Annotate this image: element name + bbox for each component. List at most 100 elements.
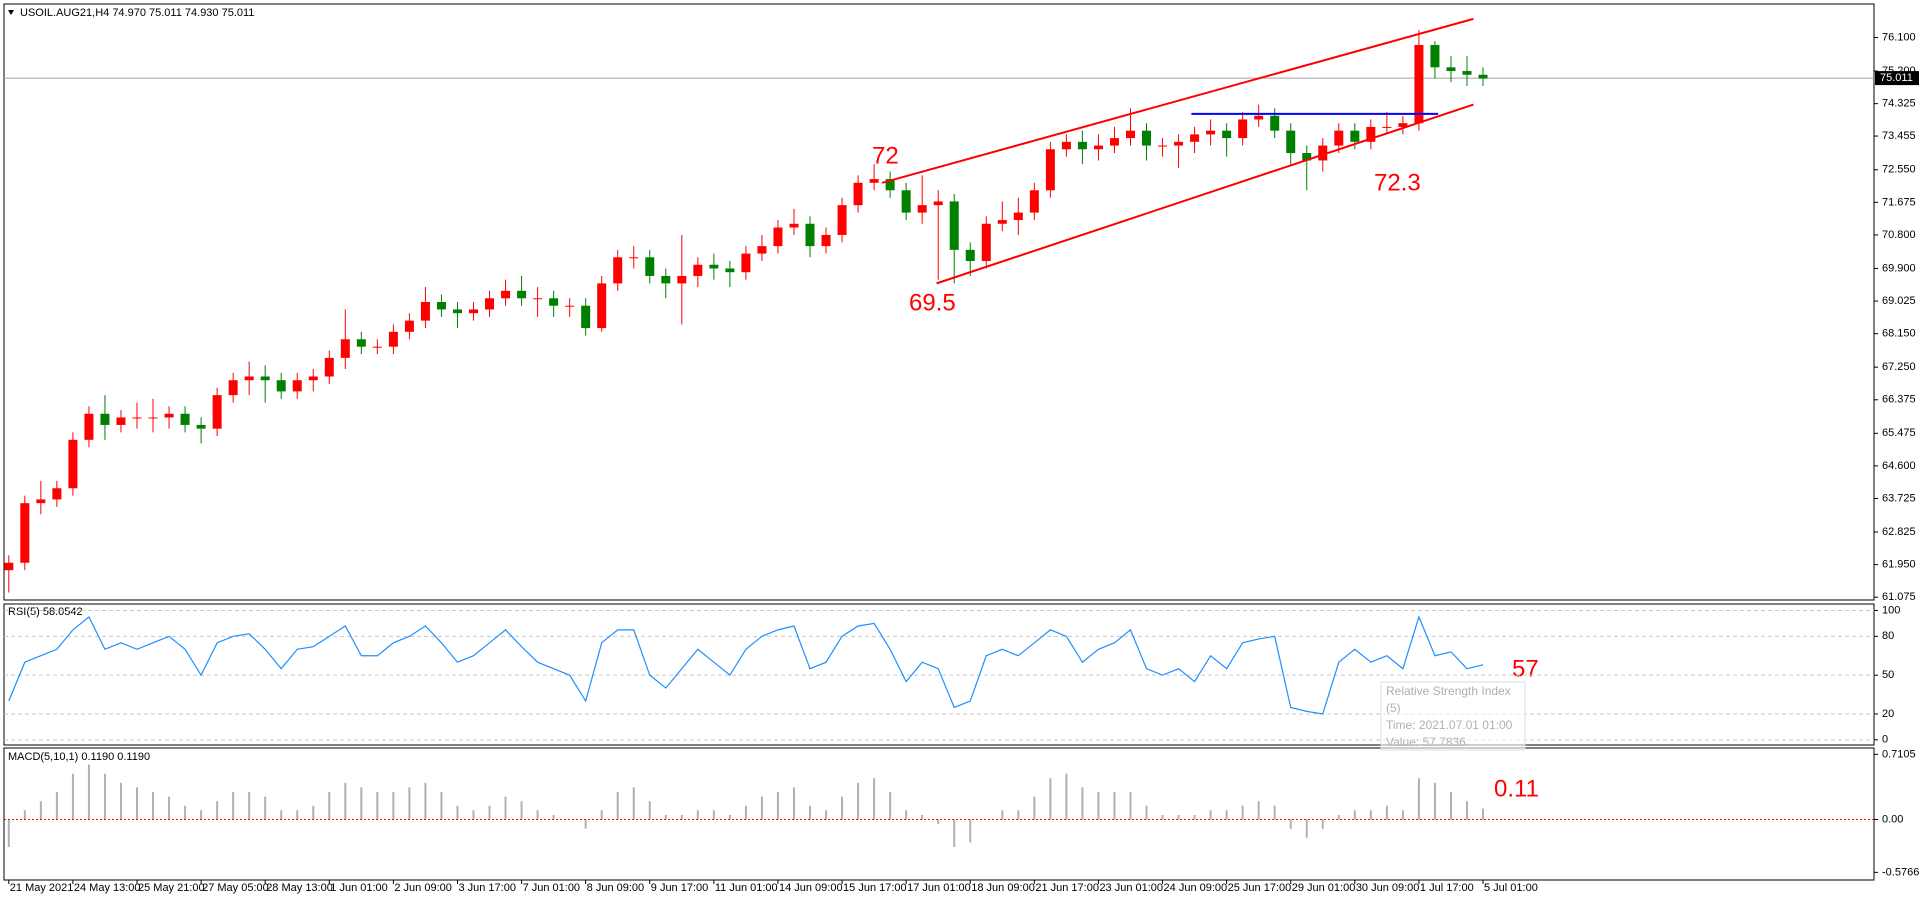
x-tick-label: 17 Jun 01:00 [907,882,971,894]
y-tick-label: 69.900 [1882,262,1916,274]
candle-body [228,380,238,396]
candle-body [1158,145,1168,147]
candle-body [1222,130,1232,139]
annotation: 72.3 [1374,169,1421,196]
candle-body [949,201,959,250]
candle-body [837,205,847,235]
tooltip: Relative Strength Index (5) Time: 2021.0… [1380,681,1526,751]
tooltip-text: Time: 2021.07.01 01:00 [1386,718,1513,732]
y-tick-label: 62.825 [1882,526,1916,538]
candle-body [1206,130,1216,135]
menu-arrow[interactable] [8,10,14,15]
candle-body [741,253,751,273]
y-tick-label: 63.725 [1882,492,1916,504]
last-price-label: 75.011 [1880,72,1913,84]
annotation: 72 [872,142,899,169]
tooltip-text: (5) [1386,701,1401,715]
x-tick-label: 25 May 21:00 [138,882,205,894]
last-price-tag [1875,71,1919,86]
candle-body [501,290,511,299]
x-tick-label: 29 Jun 01:00 [1292,882,1356,894]
candle-body [324,357,334,377]
y-tick-label: 67.250 [1882,361,1916,373]
candle-body [196,424,206,429]
y-tick-label: 50 [1882,669,1894,681]
y-tick-label: 74.325 [1882,98,1916,110]
x-tick-label: 21 Jun 17:00 [1035,882,1099,894]
candle-body [629,257,639,259]
candle-body [1446,67,1456,72]
y-tick-label: 0.7105 [1882,748,1916,760]
x-tick-label: 11 Jun 01:00 [715,882,778,894]
main-title: USOIL.AUG21,H4 74.970 75.011 74.930 75.0… [20,7,254,19]
candle-body [933,201,943,206]
candle-body [1029,190,1039,213]
macd-title: MACD(5,10,1) 0.1190 0.1190 [8,751,150,763]
y-tick-label: 68.150 [1882,328,1916,340]
candle-body [212,395,222,429]
candle-body [709,264,719,269]
candle-body [1174,141,1184,146]
candle-body [693,264,703,276]
candle-body [677,275,687,284]
candle-body [100,413,110,425]
candle-body [452,309,462,314]
annotation: 57 [1512,655,1539,682]
tooltip-box [1380,681,1526,751]
candle-body [148,417,158,419]
candle-body [4,562,14,571]
candle-body [1334,130,1344,146]
candle-body [436,302,446,310]
candle-body [84,413,94,440]
x-tick-label: 23 Jun 01:00 [1099,882,1163,894]
candle-body [533,298,543,300]
tooltip-text: Value: 57.7836 [1386,735,1466,749]
y-tick-label: 61.950 [1882,559,1916,571]
annotation: 0.11 [1494,775,1539,802]
x-tick-label: 14 Jun 09:00 [779,882,843,894]
candle-body [581,305,591,329]
candle-body [1045,149,1055,191]
candle-body [885,179,895,191]
candle-body [1190,134,1200,142]
candle-body [565,305,575,307]
candle-body [1302,153,1312,161]
y-tick-label: -0.5766 [1882,866,1919,878]
y-tick-label: 71.675 [1882,196,1916,208]
candle-body [388,331,398,347]
y-tick-label: 65.475 [1882,427,1916,439]
candle-body [372,346,382,348]
rsi-title: RSI(5) 58.0542 [8,606,83,618]
x-tick-label: 18 Jun 09:00 [971,882,1035,894]
x-tick-label: 7 Jun 01:00 [523,882,581,894]
candle-body [549,298,559,306]
candle-body [164,413,174,418]
candle-body [1462,71,1472,75]
candle-body [292,380,302,392]
candle-body [1414,44,1424,124]
candle-body [917,205,927,213]
candle-body [36,499,46,504]
x-tick-label: 1 Jun 01:00 [330,882,388,894]
candle-body [901,190,911,213]
y-tick-label: 20 [1882,708,1894,720]
y-tick-label: 100 [1882,604,1900,616]
x-tick-label: 8 Jun 09:00 [587,882,645,894]
trend-line [881,17,1474,184]
candle-body [1093,145,1103,150]
y-tick-label: 64.600 [1882,460,1916,472]
candle-body [356,339,366,347]
x-tick-label: 5 Jul 01:00 [1484,882,1538,894]
candle-body [260,376,270,381]
candle-body [308,376,318,381]
x-tick-label: 3 Jun 17:00 [458,882,516,894]
candle-body [116,417,126,425]
x-tick-label: 27 May 05:00 [202,882,269,894]
y-tick-label: 73.455 [1882,130,1916,142]
candle-body [805,223,815,247]
y-tick-label: 70.800 [1882,229,1916,241]
candle-body [1478,74,1488,79]
candle-body [517,290,527,299]
candle-body [1254,115,1264,120]
x-tick-label: 30 Jun 09:00 [1356,882,1420,894]
